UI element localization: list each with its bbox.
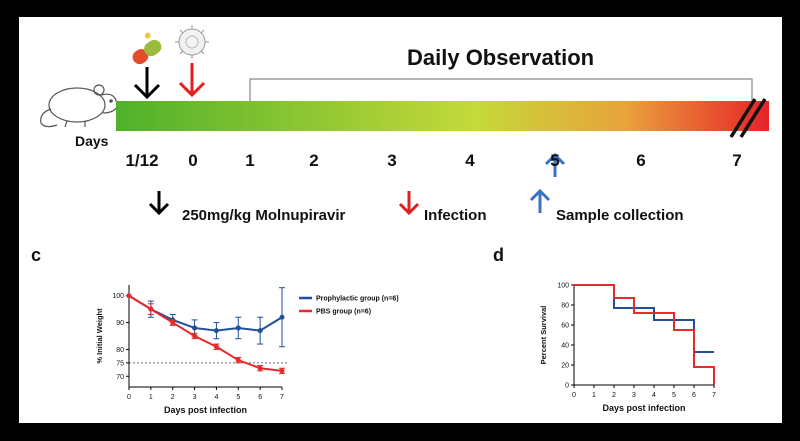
data-point <box>279 314 285 320</box>
break-marks <box>729 98 767 138</box>
y-tick-label: 40 <box>561 343 569 350</box>
x-tick-label: 4 <box>652 392 656 399</box>
day-label: 0 <box>188 151 198 170</box>
x-tick-label: 6 <box>258 394 262 401</box>
legend-label: PBS group (n=6) <box>316 309 371 316</box>
x-tick-label: 1 <box>149 394 153 401</box>
x-tick-label: 4 <box>214 394 218 401</box>
y-tick-label: 80 <box>561 303 569 310</box>
timeline-bar <box>116 101 769 131</box>
x-axis-label: Days post infection <box>602 403 685 413</box>
data-point <box>257 365 263 371</box>
day-label: 6 <box>636 151 646 170</box>
data-point <box>148 306 154 312</box>
up-arrow-icon <box>544 152 566 177</box>
day-label: 1/12 <box>125 151 159 170</box>
panel-label-c: c <box>31 245 42 265</box>
x-tick-label: 0 <box>127 394 131 401</box>
series-line <box>128 294 283 372</box>
panel-label-d: d <box>493 245 504 265</box>
data-point <box>192 325 198 331</box>
day-label: 1 <box>245 151 255 170</box>
y-tick-label: 20 <box>561 363 569 370</box>
survival-chart: 0 20 40 60 80 100 0 1 2 3 4 5 6 7 Days post infection P… <box>539 283 716 414</box>
y-axis-label: % Initial Weight <box>95 308 104 364</box>
down-arrow-icon <box>178 63 206 98</box>
day-label: 2 <box>309 151 319 170</box>
day-label: 5 <box>550 151 560 170</box>
x-tick-label: 7 <box>712 392 716 399</box>
x-tick-label: 7 <box>280 394 284 401</box>
y-tick-label: 80 <box>116 347 124 354</box>
data-point <box>235 325 241 331</box>
y-tick-label: 70 <box>116 374 124 381</box>
legend-label: Prophylactic group (n=6) <box>316 296 399 303</box>
y-tick-label: 90 <box>116 320 124 327</box>
y-tick-label: 75 <box>116 360 124 367</box>
y-tick-label: 100 <box>557 283 569 290</box>
weight-chart: 70 75 80 90 100 0 1 2 3 4 5 6 7 Days post infection % … <box>95 285 399 415</box>
x-tick-label: 3 <box>632 392 636 399</box>
y-tick-label: 0 <box>565 383 569 390</box>
legend-drug: 250mg/kg Molnupiravir <box>182 207 346 224</box>
x-tick-label: 5 <box>236 394 240 401</box>
data-point <box>279 368 285 374</box>
data-point <box>170 320 176 326</box>
y-tick-label: 100 <box>112 293 124 300</box>
data-point <box>126 293 132 299</box>
days-label: Days <box>75 133 109 149</box>
x-tick-label: 2 <box>171 394 175 401</box>
legend-sample: Sample collection <box>556 207 684 224</box>
pill-capsule-icon <box>132 32 162 65</box>
y-axis-label: Percent Survival <box>539 306 548 365</box>
day-label: 3 <box>387 151 397 170</box>
data-point <box>213 344 219 350</box>
down-arrow-icon <box>133 67 161 100</box>
data-point <box>257 328 263 334</box>
x-tick-label: 2 <box>612 392 616 399</box>
data-point <box>235 357 241 363</box>
x-tick-label: 5 <box>672 392 676 399</box>
figure-panel: Daily Observation Days 1/12 0 1 2 3 4 5 … <box>19 17 782 423</box>
mouse-icon <box>40 84 118 128</box>
day-label: 4 <box>465 151 475 170</box>
day-label: 7 <box>732 151 742 170</box>
data-point <box>192 333 198 339</box>
x-tick-label: 3 <box>193 394 197 401</box>
x-tick-label: 6 <box>692 392 696 399</box>
data-point <box>213 328 219 334</box>
virus-icon <box>175 25 209 59</box>
legend-infection: Infection <box>424 207 487 224</box>
up-arrow-icon <box>529 188 551 213</box>
observation-bracket <box>249 78 753 101</box>
down-arrow-icon <box>398 191 420 216</box>
survival-step-line <box>574 284 715 385</box>
timeline-title: Daily Observation <box>407 45 595 70</box>
y-tick-label: 60 <box>561 323 569 330</box>
x-tick-label: 1 <box>592 392 596 399</box>
timeline-graphic <box>40 25 769 216</box>
x-tick-label: 0 <box>572 392 576 399</box>
down-arrow-icon <box>148 191 170 216</box>
x-axis-label: Days post infection <box>164 405 247 415</box>
